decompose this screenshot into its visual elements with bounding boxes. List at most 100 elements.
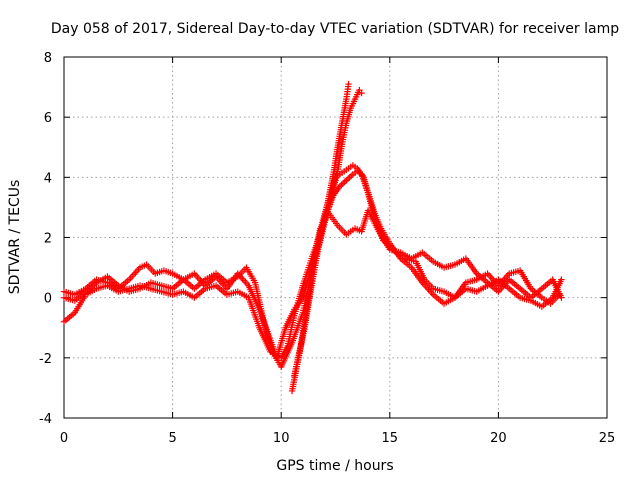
data-point-fill — [171, 289, 185, 298]
data-point-fill — [343, 107, 354, 125]
data-point-fill — [289, 311, 306, 344]
data-point-fill — [475, 283, 489, 294]
x-tick-label: 5 — [168, 431, 176, 446]
data-point-fill — [519, 295, 533, 304]
data-point-fill — [413, 260, 427, 281]
data-point-fill — [399, 256, 413, 270]
data-point — [343, 177, 350, 184]
data-point-fill — [127, 266, 142, 282]
data-point-fill — [317, 206, 330, 239]
data-point-fill — [409, 266, 425, 284]
data-point-fill — [372, 212, 384, 230]
data-point-fill — [352, 89, 362, 101]
data-series — [60, 80, 565, 395]
axis-ticks: 0 5 10 15 20 25 -4 -2 0 2 4 6 8 — [39, 51, 615, 446]
data-point-fill — [464, 286, 478, 295]
data-point-fill — [214, 283, 229, 297]
data-point-fill — [62, 289, 76, 298]
data-point-fill — [508, 267, 522, 277]
data-point-fill — [106, 274, 120, 288]
data-point-fill — [345, 226, 357, 237]
data-point-fill — [496, 278, 511, 294]
y-tick-label: 4 — [44, 171, 52, 186]
data-point-fill — [343, 83, 352, 100]
data-point-fill — [62, 295, 76, 304]
data-point-fill — [257, 326, 273, 354]
data-point-fill — [204, 283, 218, 292]
data-point-fill — [432, 259, 446, 270]
data-point-fill — [192, 272, 207, 288]
data-point-fill — [304, 266, 317, 308]
data-point-fill — [344, 172, 355, 183]
chart-title: Day 058 of 2017, Sidereal Day-to-day VTE… — [51, 21, 619, 37]
data-point — [345, 80, 352, 88]
data-point-fill — [338, 178, 348, 189]
data-point-fill — [162, 268, 174, 277]
data-point-fill — [311, 236, 323, 269]
y-tick-label: -2 — [39, 352, 52, 367]
data-point-fill — [336, 224, 348, 236]
data-point-fill — [291, 344, 304, 377]
data-point-fill — [453, 286, 468, 300]
data-point-fill — [246, 296, 262, 329]
data-point-fill — [62, 311, 77, 324]
data-point-fill — [236, 272, 251, 288]
data-point-fill — [339, 98, 350, 125]
data-point-fill — [182, 271, 196, 282]
data-point-fill — [399, 250, 413, 261]
data-point — [358, 89, 365, 97]
series-track-5 — [291, 80, 352, 380]
x-tick-label: 25 — [599, 431, 616, 446]
x-axis-label: GPS time / hours — [276, 458, 393, 474]
data-point-fill — [432, 286, 446, 295]
y-axis-label: SDTVAR / TECUs — [7, 180, 23, 295]
data-point-fill — [257, 308, 271, 335]
data-point-fill — [550, 278, 564, 299]
x-tick-label: 15 — [382, 431, 399, 446]
data-point-fill — [410, 250, 424, 261]
data-point-fill — [529, 286, 544, 300]
data-point-fill — [529, 298, 543, 309]
data-point-fill — [160, 289, 174, 298]
x-tick-label: 10 — [273, 431, 290, 446]
data-point-fill — [149, 280, 163, 289]
data-point-fill — [84, 286, 98, 297]
data-point-fill — [279, 344, 290, 360]
data-point-fill — [464, 277, 478, 286]
data-point-fill — [138, 280, 152, 291]
data-point-fill — [507, 286, 522, 300]
data-point-fill — [72, 293, 88, 314]
data-point-fill — [327, 212, 340, 227]
data-point-fill — [518, 286, 533, 300]
data-point-fill — [420, 250, 435, 264]
data-point-fill — [486, 280, 500, 294]
data-point-fill — [285, 314, 297, 347]
data-point-fill — [420, 281, 435, 297]
data-point-fill — [95, 274, 109, 285]
data-point-fill — [518, 269, 533, 290]
data-point-fill — [475, 271, 489, 282]
y-tick-label: 2 — [44, 232, 52, 247]
grid — [64, 57, 607, 418]
data-point-fill — [84, 280, 98, 294]
data-point-fill — [117, 283, 131, 294]
data-point-fill — [540, 295, 555, 309]
data-point-fill — [443, 295, 456, 306]
data-point-fill — [379, 227, 392, 245]
y-tick-label: 6 — [44, 111, 52, 126]
data-point-fill — [225, 289, 239, 298]
data-point-fill — [278, 341, 295, 369]
data-point-fill — [376, 230, 392, 251]
y-tick-label: 8 — [44, 51, 52, 66]
data-point-fill — [182, 289, 196, 300]
data-point-fill — [274, 326, 289, 359]
data-point-fill — [214, 271, 229, 285]
x-tick-label: 0 — [60, 431, 68, 446]
data-point-fill — [453, 256, 467, 267]
data-point-fill — [297, 305, 311, 347]
data-point-fill — [154, 268, 165, 277]
data-point-fill — [359, 173, 371, 194]
data-point-fill — [246, 284, 262, 311]
data-point-fill — [106, 283, 120, 294]
